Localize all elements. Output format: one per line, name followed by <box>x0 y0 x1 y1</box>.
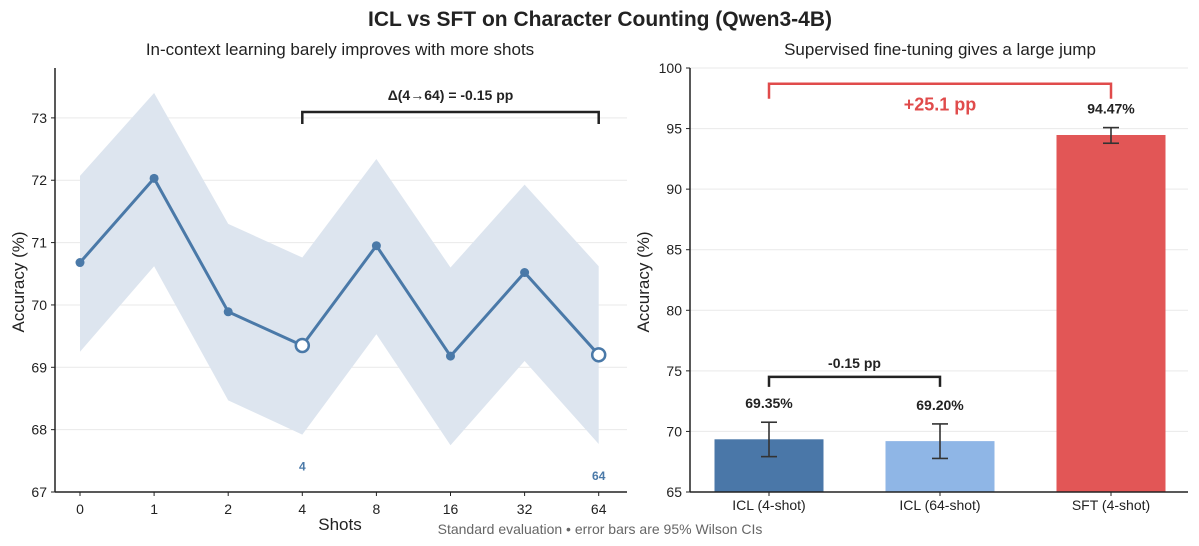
x-tick-label-1: 1 <box>150 501 158 517</box>
x-tick-label-8: 8 <box>373 501 381 517</box>
line-annotations: Δ(4→64) = -0.15 pp <box>301 87 600 124</box>
line-x-ticks: 0 1 2 4 8 16 32 64 <box>76 492 607 517</box>
y-tick-label-80: 80 <box>666 302 682 318</box>
line-points: 4 64 <box>75 173 607 483</box>
line-chart-x-label: Shots <box>318 515 361 534</box>
y-tick-label-71: 71 <box>31 235 47 251</box>
y-tick-label-72: 72 <box>31 172 47 188</box>
sft-gain-label: +25.1 pp <box>904 95 977 115</box>
bar-value-label-2: 69.20% <box>916 397 964 413</box>
x-tick-label-1: ICL (4-shot) <box>732 497 805 513</box>
sft-gain-bracket <box>767 82 1113 99</box>
point-0 <box>75 258 85 268</box>
bar-x-ticks: ICL (4-shot) ICL (64-shot) SFT (4-shot) <box>732 492 1150 513</box>
bar-value-label-3: 94.47% <box>1087 101 1135 117</box>
bar-y-ticks: 65 70 75 80 85 90 95 100 <box>659 60 690 500</box>
bar-value-label-1: 69.35% <box>745 395 793 411</box>
bar-chart-title: Supervised fine-tuning gives a large jum… <box>784 40 1096 59</box>
y-tick-label-68: 68 <box>31 422 47 438</box>
line-chart-y-label: Accuracy (%) <box>9 231 28 332</box>
x-tick-label-32: 32 <box>517 501 533 517</box>
y-tick-label-100: 100 <box>659 60 683 76</box>
bar-3 <box>1056 134 1166 492</box>
y-tick-label-95: 95 <box>666 121 682 137</box>
error-bars <box>761 126 1119 460</box>
y-tick-label-67: 67 <box>31 484 47 500</box>
point-8 <box>371 241 381 251</box>
point-32 <box>520 268 530 278</box>
x-tick-label-0: 0 <box>76 501 84 517</box>
bar-value-labels: 69.35% 69.20% 94.47% <box>745 101 1135 413</box>
line-y-ticks: 67 68 69 70 71 72 73 <box>31 110 55 500</box>
point-label-64: 64 <box>592 469 606 483</box>
line-chart-title: In-context learning barely improves with… <box>146 40 534 59</box>
bar-annotations: -0.15 pp +25.1 pp <box>767 82 1113 387</box>
x-tick-label-16: 16 <box>443 501 459 517</box>
bar-chart-y-label: Accuracy (%) <box>634 231 653 332</box>
x-tick-label-64: 64 <box>591 501 607 517</box>
ci-band-area <box>80 92 599 446</box>
x-tick-label-2: ICL (64-shot) <box>899 497 980 513</box>
point-16 <box>446 351 455 361</box>
y-tick-label-70: 70 <box>666 423 682 439</box>
figure-footer: Standard evaluation • error bars are 95%… <box>438 521 763 537</box>
line-series <box>78 176 600 358</box>
x-tick-label-2: 2 <box>224 501 232 517</box>
delta-label: Δ(4→64) = -0.15 pp <box>388 87 514 103</box>
y-tick-label-75: 75 <box>666 363 682 379</box>
y-tick-label-70: 70 <box>31 297 47 313</box>
point-highlight-4 <box>294 337 311 354</box>
y-tick-label-85: 85 <box>666 242 682 258</box>
y-tick-label-90: 90 <box>666 181 682 197</box>
line-chart-axes <box>54 68 627 493</box>
figure-title: ICL vs SFT on Character Counting (Qwen3-… <box>368 8 832 31</box>
bar-chart-icl-vs-sft: Supervised fine-tuning gives a large jum… <box>634 40 1188 513</box>
bar-chart-axes <box>689 68 1188 493</box>
x-tick-label-4: 4 <box>298 501 306 517</box>
point-2 <box>223 307 233 317</box>
confidence-band <box>80 92 599 446</box>
x-tick-label-3: SFT (4-shot) <box>1072 497 1150 513</box>
line-chart-icl-shots: In-context learning barely improves with… <box>9 40 627 534</box>
delta-bracket <box>301 110 600 124</box>
point-label-4: 4 <box>299 460 306 474</box>
icl-delta-bracket <box>767 375 942 387</box>
y-tick-label-73: 73 <box>31 110 47 126</box>
y-tick-label-69: 69 <box>31 359 47 375</box>
point-highlight-64 <box>590 347 607 363</box>
icl-delta-label: -0.15 pp <box>828 355 881 371</box>
point-1 <box>149 173 159 183</box>
accuracy-line <box>78 176 600 358</box>
y-tick-label-65: 65 <box>666 484 682 500</box>
